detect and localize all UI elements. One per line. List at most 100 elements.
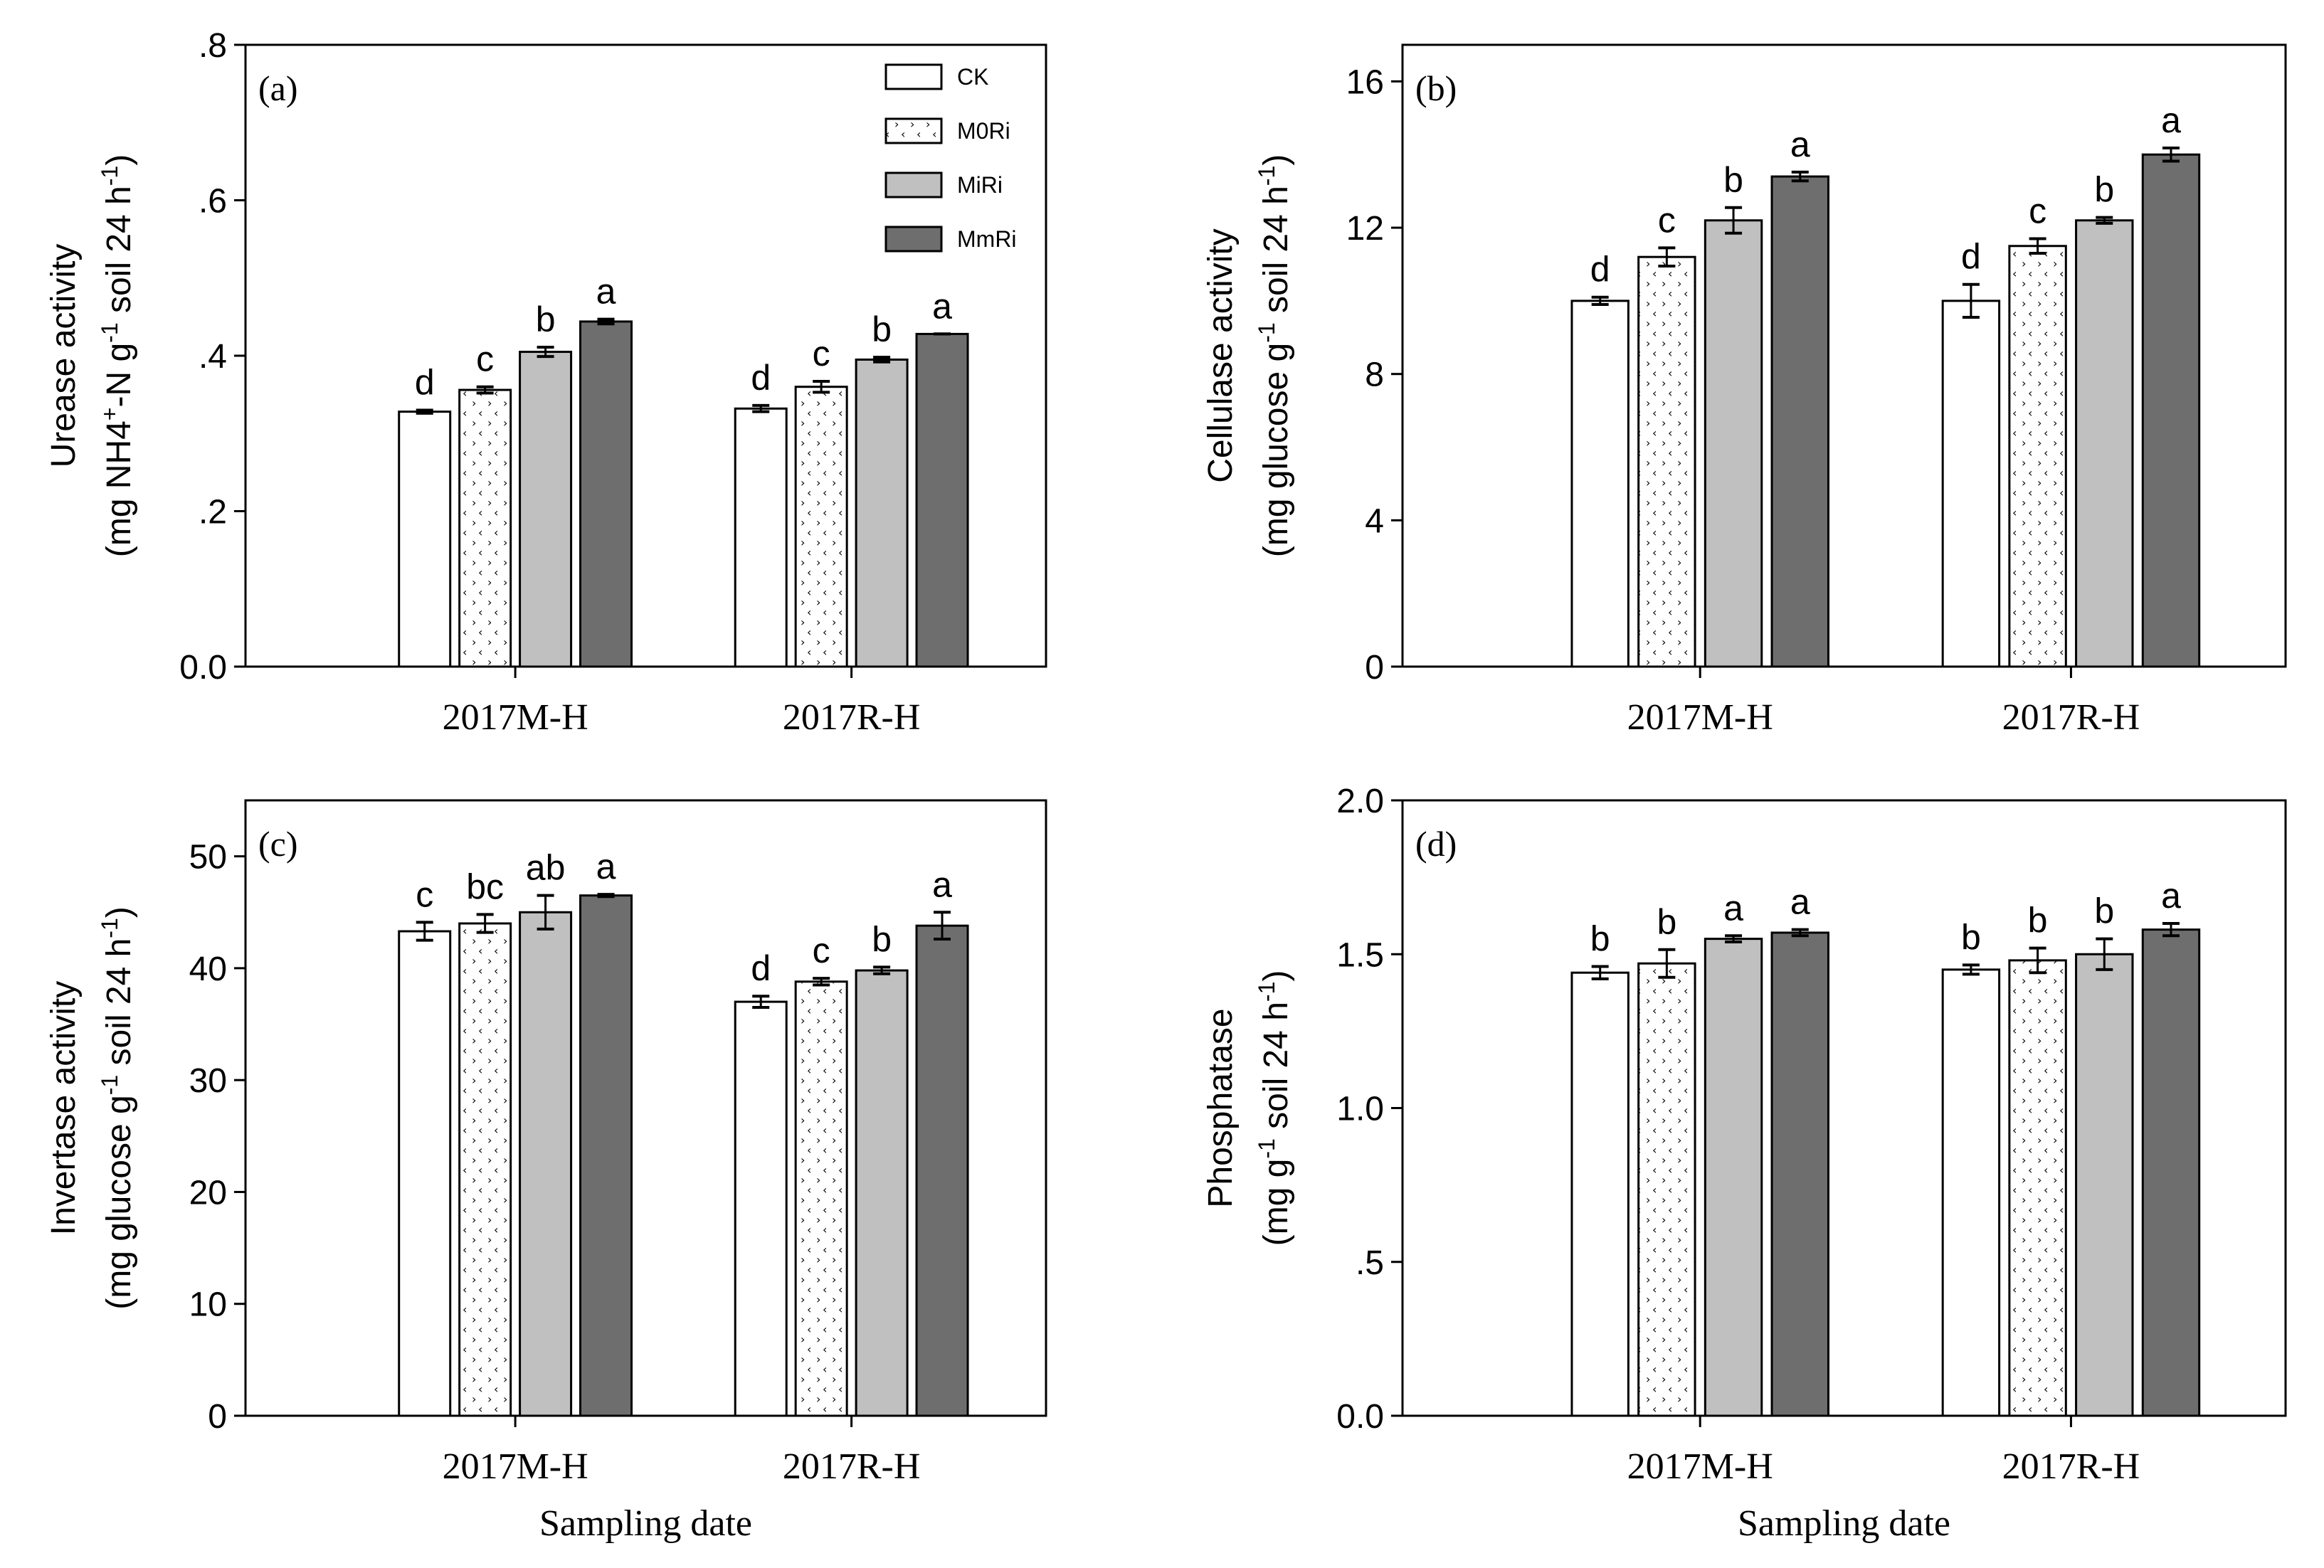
error-bar <box>416 921 433 942</box>
bar-ck-2017m-h <box>1570 300 1630 668</box>
significance-letter: d <box>1590 250 1610 290</box>
error-bar <box>752 995 770 1009</box>
significance-letter: a <box>596 847 616 886</box>
y-axis-title-line2: (mg glucose g-1 soil 24 h-1) <box>1254 154 1295 558</box>
significance-letter: ab <box>526 848 566 888</box>
y-tick-label: 16 <box>1346 63 1384 101</box>
error-bar <box>1658 948 1676 979</box>
legend-label-mmri: MmRi <box>957 226 1017 252</box>
x-tick-label: 2017M-H <box>443 697 588 738</box>
bar-mmri-2017m-h <box>1770 931 1829 1417</box>
y-tick-label: 1.0 <box>1336 1091 1384 1128</box>
y-tick-label: 4 <box>1365 502 1384 540</box>
x-tick-label: 2017M-H <box>443 1446 588 1487</box>
significance-letter: a <box>2161 100 2181 140</box>
bar-mmri-2017m-h <box>579 894 633 1417</box>
bar-mmri-2017m-h <box>1770 175 1829 668</box>
legend-label-miri: MiRi <box>957 172 1003 198</box>
error-bar <box>416 408 433 415</box>
y-tick-label: .4 <box>199 338 227 376</box>
y-tick-label: 30 <box>189 1062 227 1100</box>
panel-label: (b) <box>1415 68 1457 108</box>
significance-letter: b <box>1590 919 1610 959</box>
significance-letter: a <box>932 286 952 326</box>
significance-letter: c <box>416 874 433 914</box>
bar-m0ri-2017m-h <box>458 388 512 668</box>
error-bar <box>1591 965 1609 980</box>
bar-miri-2017r-h <box>855 969 909 1417</box>
significance-letter: a <box>1790 125 1810 164</box>
x-tick-label: 2017M-H <box>1627 1446 1773 1487</box>
y-tick-label: 0.0 <box>1336 1398 1384 1436</box>
panel-a: 0.0.2.4.6.82017M-Hdcba2017R-Hdcba(a)Urea… <box>45 27 1047 738</box>
bar-m0ri-2017r-h <box>794 386 848 668</box>
significance-letter: a <box>1723 888 1743 928</box>
significance-letter: a <box>1790 882 1810 922</box>
panel-d: 0.0 .5 1.0 1.5 2.0 2017M-H b b a a 2017R-H b b b a (d) P… <box>1202 783 2287 1544</box>
error-bar <box>873 356 891 364</box>
error-bar <box>1962 282 1980 319</box>
x-tick-label: 2017R-H <box>783 697 921 738</box>
panel-label: (c) <box>258 824 298 864</box>
error-bar <box>752 403 770 413</box>
legend-swatch-miri <box>884 171 943 198</box>
y-tick-label: 1.5 <box>1336 936 1384 974</box>
x-tick-label: 2017M-H <box>1627 697 1773 738</box>
x-axis-title: Sampling date <box>1738 1503 1950 1544</box>
bar-mmri-2017r-h <box>915 332 969 668</box>
bar-ck-2017r-h <box>734 407 788 668</box>
bar-m0ri-2017m-h <box>1637 255 1696 668</box>
error-bar <box>537 345 554 359</box>
y-tick-label: 0 <box>1365 649 1384 687</box>
bar-ck-2017r-h <box>1941 300 2001 668</box>
bar-ck-2017m-h <box>398 410 452 668</box>
bar-miri-2017r-h <box>2075 953 2134 1417</box>
bar-mmri-2017r-h <box>915 924 969 1417</box>
y-tick-label: 2.0 <box>1336 783 1384 820</box>
bar-mmri-2017m-h <box>579 320 633 668</box>
plot-frame <box>244 799 1047 1417</box>
significance-letter: b <box>2028 901 2048 941</box>
legend-swatch-m0ri <box>884 117 943 144</box>
x-tick-label: 2017R-H <box>2002 1446 2140 1487</box>
legend-swatch-mmri <box>884 226 943 253</box>
y-tick-label: .2 <box>199 494 227 531</box>
error-bar <box>1962 963 1980 976</box>
y-tick-label: 20 <box>189 1174 227 1212</box>
bar-ck-2017m-h <box>1570 971 1630 1417</box>
significance-letter: b <box>872 309 892 349</box>
bar-m0ri-2017r-h <box>2008 959 2067 1417</box>
significance-letter: b <box>1723 160 1743 200</box>
significance-letter: d <box>751 358 771 398</box>
significance-letter: b <box>2094 170 2114 210</box>
significance-letter: d <box>751 948 771 988</box>
error-bar <box>537 894 554 931</box>
error-bar <box>476 385 494 395</box>
significance-letter: a <box>2161 876 2181 916</box>
y-axis-title-line2: (mg g-1 soil 24 h-1) <box>1254 970 1295 1246</box>
y-axis-title-line2: (mg glucose g-1 soil 24 h-1) <box>97 906 138 1310</box>
error-bar <box>1658 246 1676 268</box>
bar-ck-2017r-h <box>1941 968 2001 1417</box>
error-bar <box>597 317 615 326</box>
significance-letter: c <box>1658 200 1676 240</box>
error-bar <box>2162 922 2180 938</box>
y-tick-label: 12 <box>1346 210 1384 248</box>
error-bar <box>2029 237 2046 255</box>
bar-miri-2017m-h <box>1704 219 1763 668</box>
error-bar <box>1725 934 1743 943</box>
panel-label: (d) <box>1415 824 1457 864</box>
error-bar <box>2096 937 2113 971</box>
bar-miri-2017m-h <box>519 351 573 668</box>
significance-letter: b <box>872 919 892 959</box>
significance-letter: c <box>813 334 830 374</box>
plot-frame <box>1401 43 2287 668</box>
bar-miri-2017m-h <box>1704 938 1763 1417</box>
x-tick-label: 2017R-H <box>783 1446 921 1487</box>
significance-letter: b <box>2094 891 2114 931</box>
legend-label-m0ri: M0Ri <box>957 118 1010 144</box>
error-bar <box>934 911 951 941</box>
error-bar <box>1725 206 1743 235</box>
